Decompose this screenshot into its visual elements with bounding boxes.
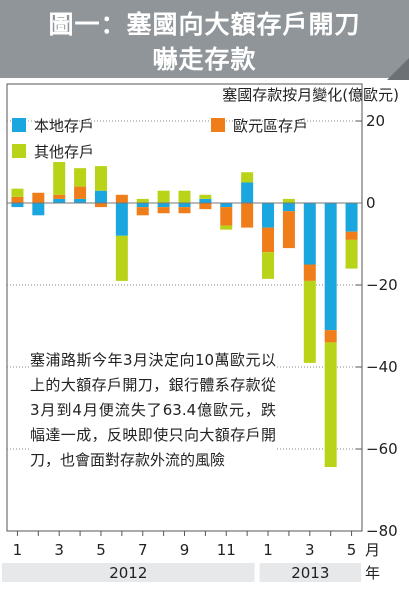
x-axis-unit-month: 月 bbox=[365, 541, 380, 559]
bar-segment bbox=[220, 203, 233, 208]
year-label-2013: 2013 bbox=[291, 564, 329, 582]
bar-segment bbox=[262, 227, 275, 253]
bar-segment bbox=[303, 203, 316, 265]
x-tick-label: 1 bbox=[13, 541, 23, 559]
bar-segment bbox=[32, 203, 45, 216]
bar-segment bbox=[262, 203, 275, 228]
legend-swatch bbox=[12, 118, 26, 132]
bar-segment bbox=[94, 203, 107, 208]
year-label-2012: 2012 bbox=[109, 564, 147, 582]
year-band-2013 bbox=[259, 563, 361, 582]
bar-segment bbox=[241, 172, 254, 183]
bar-segment bbox=[324, 342, 337, 468]
x-tick-label: 5 bbox=[347, 541, 357, 559]
legend-swatch bbox=[12, 144, 26, 158]
header-fold-decoration bbox=[387, 58, 409, 80]
bar-segment bbox=[94, 190, 107, 203]
bar-segment bbox=[115, 235, 128, 281]
chart-header: 圖一：塞國向大額存戶開刀 嚇走存款 bbox=[0, 0, 409, 80]
bar-segment bbox=[303, 264, 316, 281]
bar-segment bbox=[324, 203, 337, 331]
bar-segment bbox=[282, 203, 295, 212]
bar-segment bbox=[157, 203, 170, 208]
x-tick-label: 3 bbox=[54, 541, 64, 559]
x-tick-label: 1 bbox=[263, 541, 273, 559]
chart-title-line1: 圖一：塞國向大額存戶開刀 bbox=[48, 10, 361, 39]
y-axis-label: 塞國存款按月變化(億歐元) bbox=[222, 86, 399, 104]
bar-segment bbox=[220, 225, 233, 230]
bar-segment bbox=[74, 198, 87, 203]
bar-segment bbox=[53, 162, 66, 195]
y-tick-label: 0 bbox=[366, 194, 376, 212]
bar-segment bbox=[11, 188, 24, 197]
x-tick-label: 11 bbox=[217, 541, 236, 559]
bar-segment bbox=[136, 198, 149, 203]
x-tick-label: 7 bbox=[138, 541, 148, 559]
bar-segment bbox=[345, 231, 358, 240]
year-unit-label: 年 bbox=[365, 564, 380, 582]
y-tick-label: −40 bbox=[366, 358, 398, 376]
bar-segment bbox=[241, 203, 254, 228]
bar-segment bbox=[74, 186, 87, 199]
bar-segment bbox=[74, 168, 87, 187]
bar-segment bbox=[53, 194, 66, 199]
bar-segment bbox=[178, 207, 191, 214]
bar-segment bbox=[32, 192, 45, 203]
bar-segment bbox=[115, 194, 128, 203]
bar-segment bbox=[199, 198, 212, 203]
bar-segment bbox=[53, 198, 66, 203]
bar-segment bbox=[262, 252, 275, 279]
bar-segment bbox=[199, 203, 212, 210]
chart-title-line2: 嚇走存款 bbox=[152, 45, 257, 74]
x-tick-label: 9 bbox=[180, 541, 190, 559]
bar-segment bbox=[157, 190, 170, 203]
bar-segment bbox=[178, 190, 191, 203]
y-tick-label: −20 bbox=[366, 276, 398, 294]
bar-segment bbox=[136, 207, 149, 216]
bar-segment bbox=[115, 203, 128, 236]
bar-segment bbox=[282, 198, 295, 203]
bar-segment bbox=[345, 239, 358, 269]
bar-segment bbox=[136, 203, 149, 208]
legend-label: 本地存戶 bbox=[34, 117, 94, 135]
bar-segment bbox=[11, 196, 24, 203]
year-band-2012 bbox=[2, 563, 255, 582]
bar-segment bbox=[303, 280, 316, 363]
annotation-text: 塞浦路斯今年3月決定向10萬歐元以上的大額存戶開刀，銀行體系存款從3月到4月便流… bbox=[30, 348, 276, 473]
bar-segment bbox=[282, 211, 295, 249]
bar-segment bbox=[178, 203, 191, 208]
x-tick-label: 3 bbox=[305, 541, 315, 559]
x-tick-label: 5 bbox=[96, 541, 106, 559]
bar-segment bbox=[94, 166, 107, 191]
y-tick-label: −60 bbox=[366, 440, 398, 458]
bar-segment bbox=[241, 182, 254, 203]
legend-label: 其他存戶 bbox=[34, 143, 94, 161]
bar-segment bbox=[324, 330, 337, 343]
bar-segment bbox=[11, 203, 24, 208]
legend-swatch bbox=[211, 118, 225, 132]
legend-label: 歐元區存戶 bbox=[233, 117, 308, 135]
bar-segment bbox=[157, 207, 170, 214]
bar-segment bbox=[220, 207, 233, 226]
y-tick-label: −80 bbox=[366, 522, 398, 540]
bar-segment bbox=[199, 194, 212, 199]
y-tick-label: 20 bbox=[366, 112, 385, 130]
bar-segment bbox=[345, 203, 358, 232]
